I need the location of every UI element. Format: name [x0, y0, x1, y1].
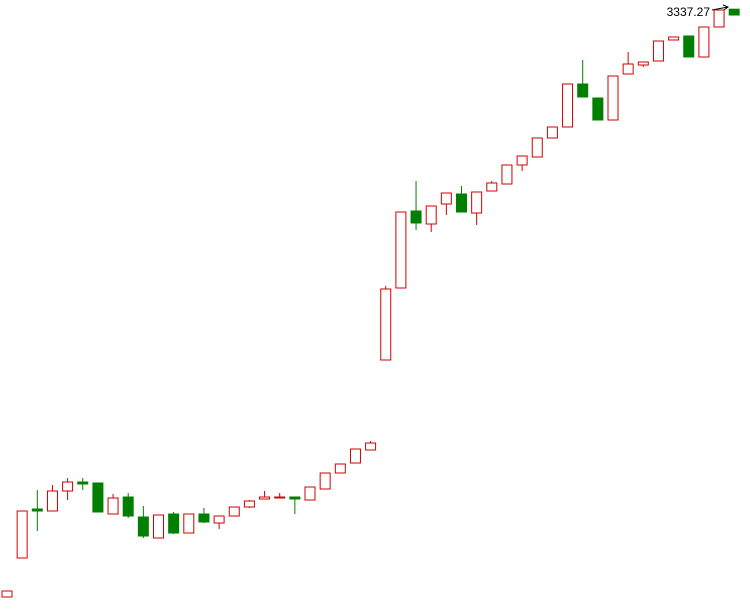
- candle-body: [62, 481, 74, 492]
- candle-body: [683, 35, 695, 58]
- candle-body: [637, 61, 649, 66]
- candle-body: [728, 8, 740, 16]
- max-label: 3337.27: [667, 5, 711, 19]
- candle-body: [592, 97, 604, 121]
- max-arrow-head: [722, 4, 730, 11]
- candle-body: [349, 448, 361, 464]
- candle-body: [668, 36, 680, 41]
- candle-body: [471, 191, 483, 214]
- candle-body: [607, 75, 619, 121]
- candle-body: [410, 210, 422, 224]
- candle-body: [228, 506, 240, 517]
- candle-body: [334, 463, 346, 474]
- candle-body: [698, 26, 710, 58]
- candle-body: [319, 472, 331, 490]
- candle-body: [365, 442, 377, 451]
- candle-body: [259, 496, 271, 500]
- candle-body: [122, 496, 134, 517]
- candle-body: [304, 486, 316, 501]
- candle-body: [274, 496, 286, 499]
- candle-body: [713, 9, 725, 28]
- candle-body: [92, 482, 104, 513]
- candle-body: [456, 193, 467, 213]
- candle-body: [198, 513, 210, 523]
- candle-body: [168, 513, 180, 534]
- candle-body: [546, 126, 558, 139]
- candle-body: [31, 508, 43, 512]
- candle-body: [516, 155, 528, 166]
- candle-body: [16, 510, 28, 559]
- candle-body: [137, 516, 149, 537]
- candle-body: [440, 192, 452, 205]
- candle-body: [501, 164, 513, 185]
- candle-body: [562, 83, 574, 128]
- candle-body: [622, 63, 634, 75]
- candle-body: [46, 490, 58, 512]
- candle-body: [380, 288, 392, 361]
- candle-body: [77, 481, 89, 485]
- candle-body: [243, 500, 255, 508]
- candle-body: [289, 496, 301, 500]
- candle-body: [577, 83, 589, 98]
- candle-body: [183, 513, 195, 534]
- candle-body: [1, 590, 13, 598]
- candle-body: [652, 40, 664, 62]
- candle-body: [107, 497, 119, 515]
- candle-body: [486, 182, 498, 192]
- candle-body: [395, 211, 407, 289]
- candle-body: [213, 515, 225, 524]
- candle-body: [425, 205, 437, 225]
- candle-body: [531, 137, 543, 158]
- candle-body: [153, 514, 164, 539]
